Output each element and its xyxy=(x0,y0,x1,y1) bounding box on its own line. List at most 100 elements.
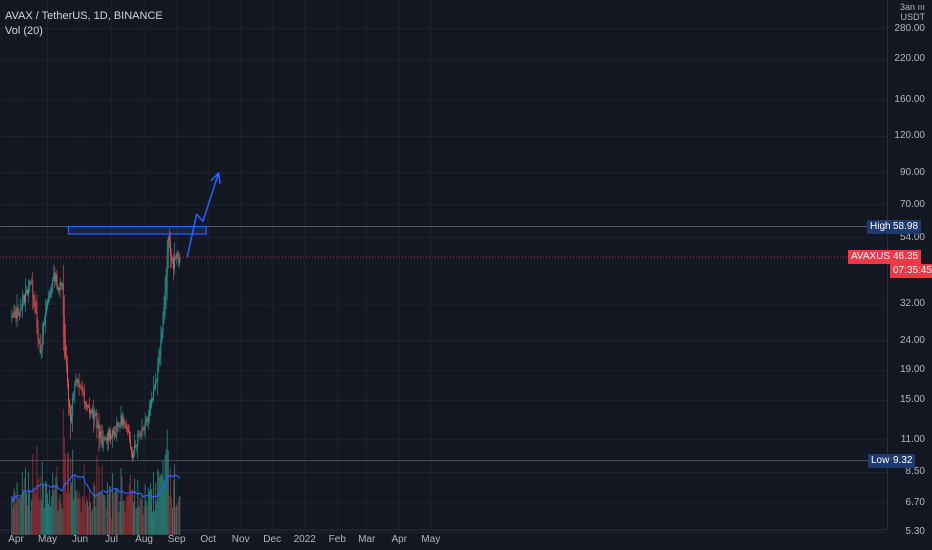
candle xyxy=(148,400,150,424)
candle xyxy=(84,401,86,409)
volume-bar xyxy=(166,429,168,535)
candle-body xyxy=(69,400,70,407)
candle xyxy=(79,384,81,389)
candlesticks xyxy=(11,228,181,463)
volume-bar xyxy=(152,512,153,535)
candle-body xyxy=(12,315,14,317)
time-tick-label: Dec xyxy=(263,534,281,545)
candle xyxy=(77,378,79,387)
volume-bar xyxy=(101,465,103,535)
volume-bar xyxy=(22,489,24,535)
candle-body xyxy=(23,295,25,303)
chart-area[interactable]: Apr May Jun Jul Aug Sep Oct Nov Dec 2022 Feb Mar Apr… xyxy=(0,0,887,550)
candle xyxy=(141,418,143,440)
volume-bar xyxy=(162,460,164,535)
last-price-tag: 46.35 xyxy=(890,250,922,265)
candle xyxy=(174,242,175,276)
volume-bar xyxy=(19,497,21,535)
candle xyxy=(169,231,171,268)
candle xyxy=(158,349,160,373)
candle-body xyxy=(84,403,86,406)
candle-body xyxy=(46,306,47,313)
candle xyxy=(134,433,136,457)
volume-bar xyxy=(74,474,76,535)
candle xyxy=(12,312,14,319)
candle-body xyxy=(38,339,40,341)
volume-bar xyxy=(157,469,159,535)
candle-body xyxy=(25,292,26,303)
volume-bar xyxy=(50,506,52,535)
volume-bar xyxy=(130,474,131,535)
candle-body xyxy=(165,274,167,292)
candle-body xyxy=(67,365,68,383)
volume-bar xyxy=(116,488,118,535)
candle-body xyxy=(75,379,77,384)
price-tick-label: 280.00 xyxy=(894,22,925,34)
candle xyxy=(117,421,119,433)
candle-body xyxy=(51,289,53,292)
price-scale[interactable]: 3an ııı USDT 280.00 220.00 160.00 120.00 90.… xyxy=(887,0,932,537)
candle-body xyxy=(166,252,168,275)
candle-body xyxy=(133,452,135,458)
volume-bar xyxy=(147,487,149,535)
candle xyxy=(78,373,80,396)
candle xyxy=(25,278,26,313)
candle-body xyxy=(110,430,111,438)
currency-label[interactable]: 3an ııı USDT xyxy=(900,2,925,22)
candle xyxy=(31,277,33,285)
volume-bar xyxy=(137,480,139,535)
time-scale[interactable]: Apr May Jun Jul Aug Sep Oct Nov Dec 2022 Feb Mar Apr… xyxy=(8,534,440,545)
volume-bar xyxy=(141,494,143,535)
symbol-title[interactable]: AVAX / TetherUS, 1D, BINANCE xyxy=(5,10,163,22)
candle xyxy=(146,416,148,426)
volume-bar xyxy=(58,499,60,535)
candle-body xyxy=(54,273,56,283)
candle xyxy=(163,295,165,325)
volume-bar xyxy=(13,488,15,535)
candle-body xyxy=(105,437,107,441)
candle-body xyxy=(82,390,84,392)
volume-bar xyxy=(42,484,44,535)
candle xyxy=(93,399,95,433)
volume-bar xyxy=(26,492,27,535)
volume-indicator-title[interactable]: Vol (20) xyxy=(5,25,43,37)
candle xyxy=(176,251,178,265)
volume-bar xyxy=(40,499,42,535)
candle xyxy=(143,426,145,435)
candle xyxy=(115,425,117,439)
volume-bar xyxy=(39,476,41,535)
candle xyxy=(32,271,34,310)
volume-bar xyxy=(100,493,102,535)
volume-bar xyxy=(84,503,86,535)
volume-bar xyxy=(97,493,99,535)
candle-body xyxy=(152,399,153,401)
volume-bar xyxy=(14,492,16,535)
volume-bar xyxy=(64,453,66,535)
volume-bar xyxy=(12,507,14,535)
volume-bar xyxy=(144,484,146,535)
candle xyxy=(69,398,70,416)
candle-body xyxy=(77,380,79,383)
volume-bar xyxy=(156,500,158,535)
time-tick-label: Mar xyxy=(358,534,376,545)
volume-bar xyxy=(52,472,54,535)
candle-body xyxy=(64,338,66,358)
candle-body xyxy=(74,383,76,394)
candle xyxy=(18,311,20,321)
candle xyxy=(161,328,163,344)
candle-body xyxy=(47,302,48,307)
candle xyxy=(64,324,66,359)
candle xyxy=(121,413,123,429)
volume-bar xyxy=(94,485,96,535)
volume-bar xyxy=(161,474,163,535)
candle xyxy=(128,425,130,444)
high-value-tag: 58.98 xyxy=(890,219,922,234)
candle xyxy=(173,253,174,281)
candle xyxy=(110,428,111,445)
user-drawings[interactable] xyxy=(67,172,221,258)
volume-bar xyxy=(120,468,122,535)
candle xyxy=(142,425,144,431)
candle xyxy=(165,267,167,310)
volume-bar xyxy=(115,487,117,535)
candle xyxy=(38,338,40,345)
